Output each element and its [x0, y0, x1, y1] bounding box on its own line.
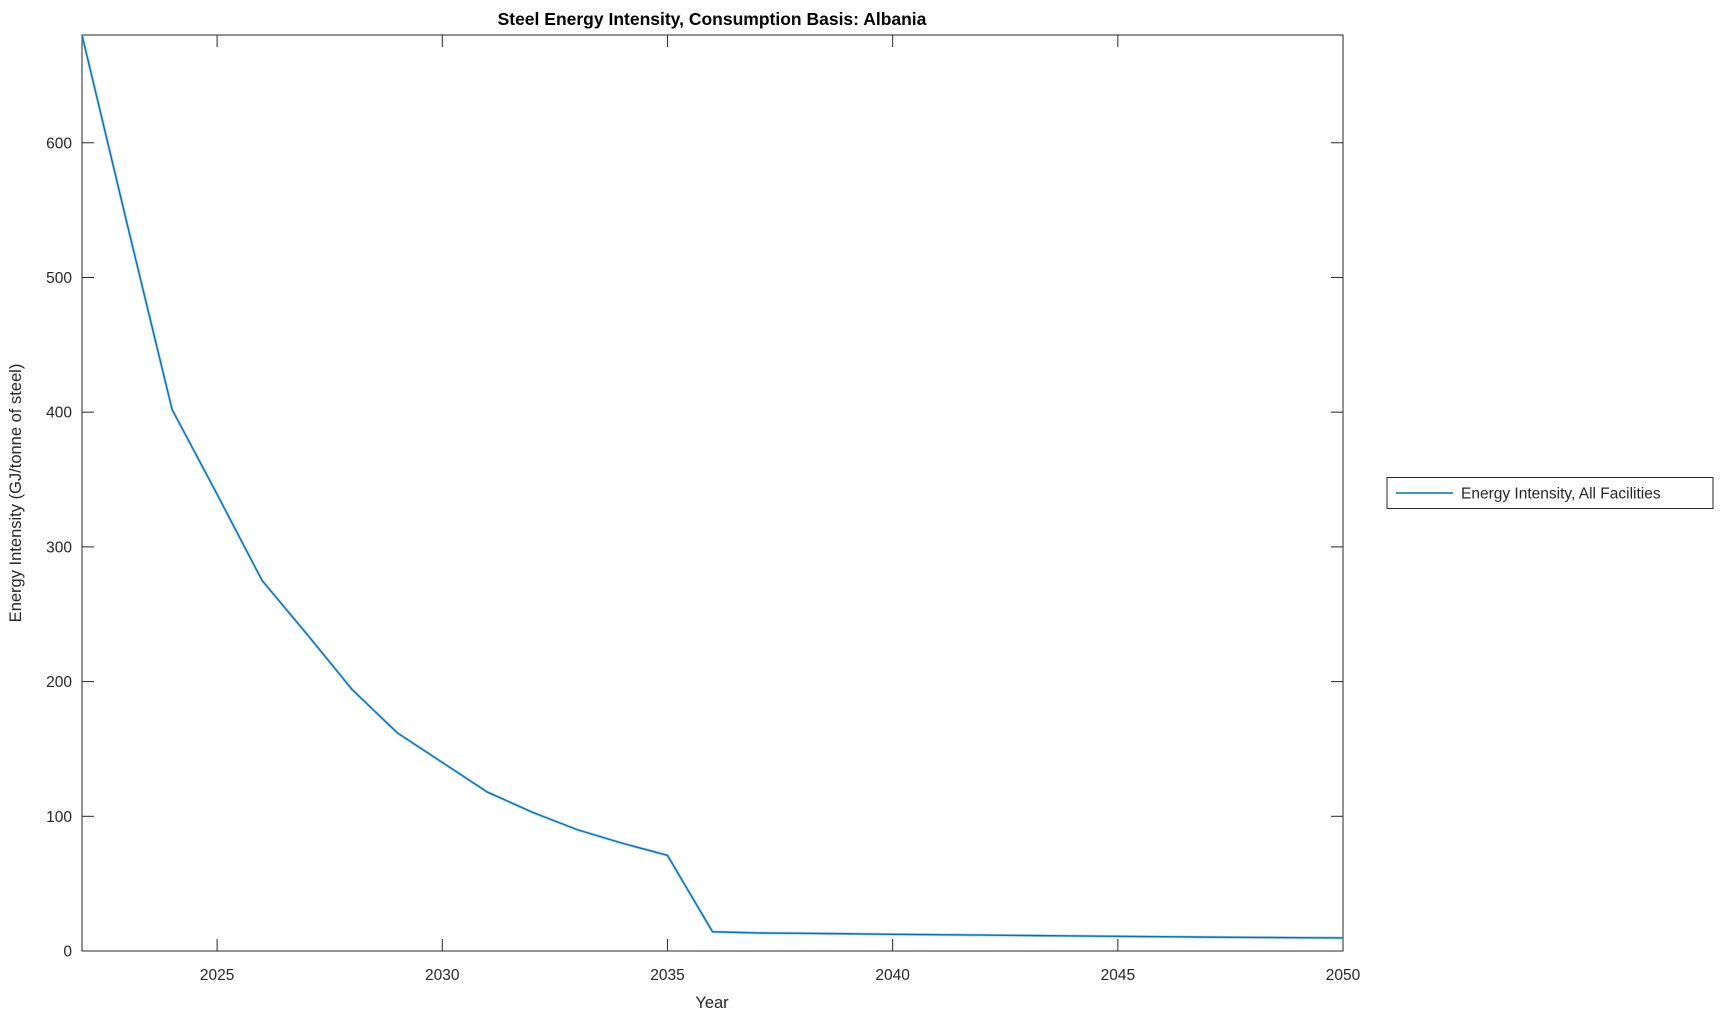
y-axis-label: Energy Intensity (GJ/tonne of steel) — [7, 364, 25, 623]
y-tick-label: 400 — [46, 405, 72, 422]
axes-box — [81, 34, 1344, 952]
series-line-halo — [80, 34, 1344, 940]
y-tick-label: 100 — [46, 809, 72, 826]
y-tick-label: 500 — [46, 270, 72, 287]
x-tick-label: 2025 — [200, 967, 234, 984]
y-tick-label: 200 — [46, 674, 72, 691]
series-line — [81, 34, 1344, 939]
plot-area: 2025 2030 2035 2040 2045 2050 0 100 200 300 400 500… — [46, 34, 1361, 984]
y-tick-label: 0 — [63, 944, 72, 961]
y-tick-label: 600 — [46, 135, 72, 152]
legend: Energy Intensity, All Facilities — [1386, 477, 1714, 509]
x-tick-label: 2030 — [425, 967, 460, 984]
x-tick-label: 2035 — [650, 967, 684, 984]
x-axis-label: Year — [695, 994, 729, 1012]
chart-title: Steel Energy Intensity, Consumption Basi… — [498, 9, 927, 29]
legend-label: Energy Intensity, All Facilities — [1461, 486, 1661, 503]
x-tick-label: 2040 — [875, 967, 910, 984]
x-tick-label: 2050 — [1326, 967, 1361, 984]
y-tick-label: 300 — [46, 539, 72, 556]
x-tick-label: 2045 — [1101, 967, 1135, 984]
